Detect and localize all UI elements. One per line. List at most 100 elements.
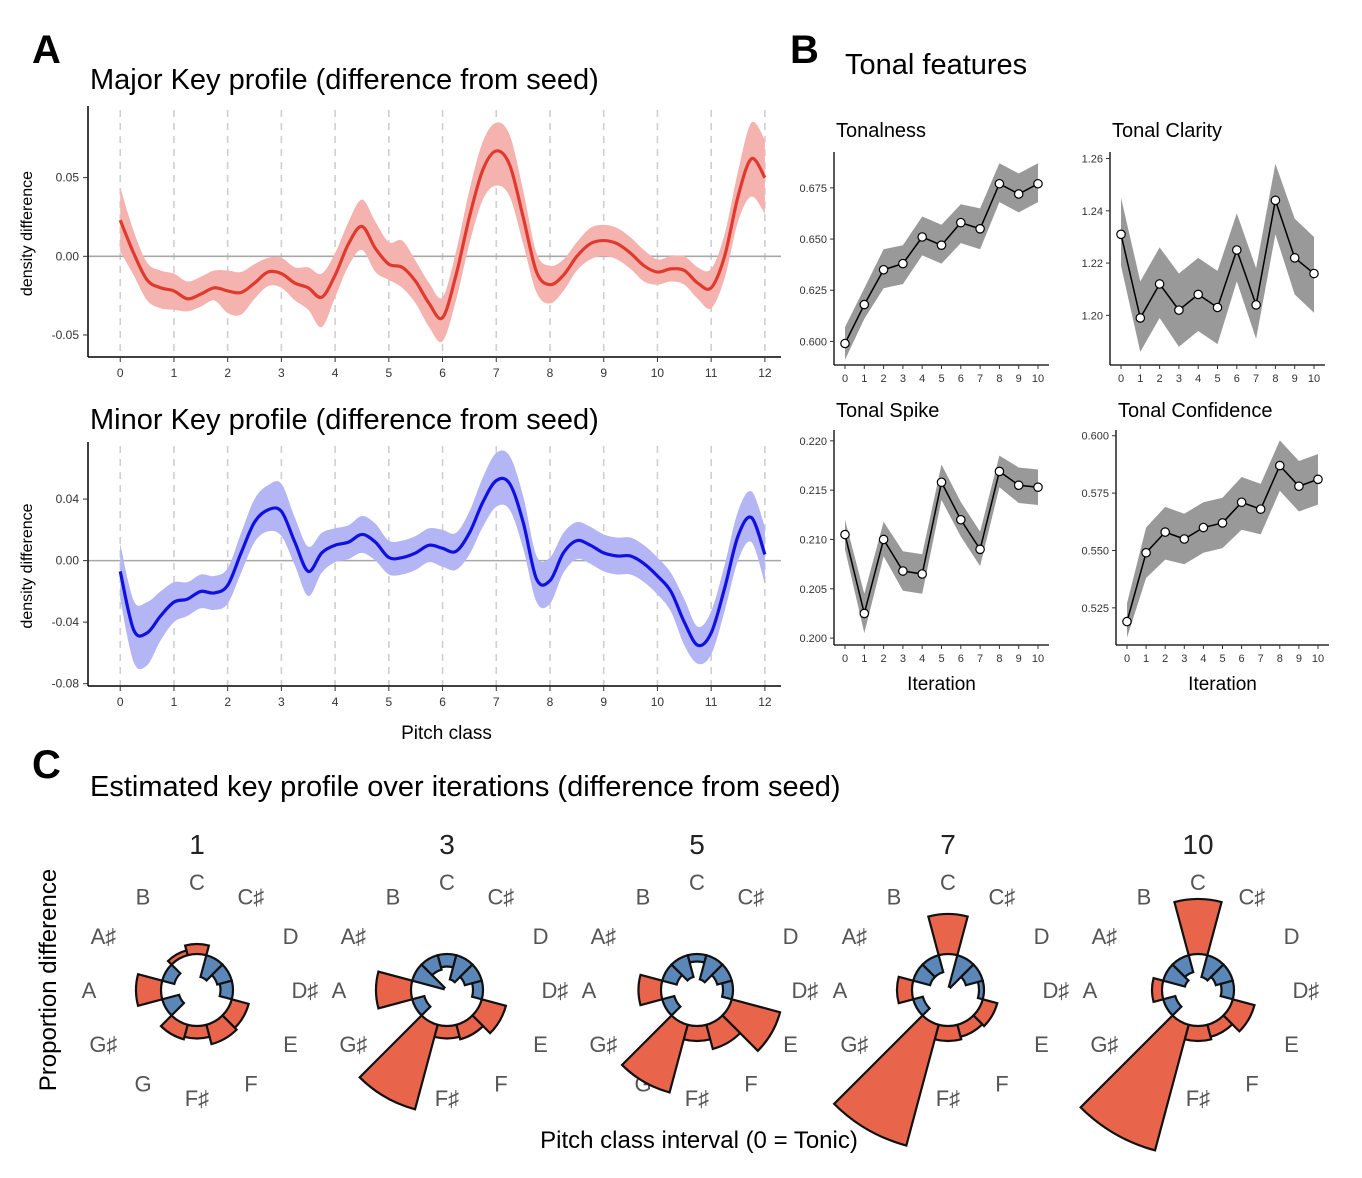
x-tick-label: 4 — [1195, 373, 1201, 385]
x-tick-label: 4 — [1200, 653, 1206, 665]
data-point — [1275, 460, 1285, 471]
category-label: F — [744, 1072, 757, 1097]
x-tick-label: 3 — [1181, 653, 1187, 665]
data-point — [1013, 189, 1024, 199]
baseline-circle — [160, 953, 234, 1027]
x-tick-label: 2 — [1162, 653, 1168, 665]
data-point — [1309, 268, 1319, 279]
data-point — [1033, 178, 1043, 189]
category-label: C♯ — [989, 884, 1016, 909]
category-label: F — [1245, 1072, 1258, 1097]
x-tick-label: 9 — [1292, 373, 1298, 385]
x-tick-label: 6 — [958, 653, 964, 665]
category-label: A — [1083, 978, 1098, 1003]
confidence-band — [120, 121, 765, 343]
x-tick-label: 6 — [439, 366, 446, 380]
facet-label: 7 — [940, 829, 956, 860]
x-tick-label: 3 — [900, 653, 906, 665]
y-axis-title: density difference — [19, 503, 36, 628]
x-tick-label: 1 — [1143, 653, 1149, 665]
confidence-band — [845, 163, 1038, 360]
wedge — [159, 1013, 190, 1041]
x-tick-label: 11 — [705, 366, 718, 380]
category-label: C♯ — [1239, 884, 1266, 909]
category-label: E — [533, 1032, 548, 1057]
data-point — [1141, 547, 1151, 558]
category-label: C — [189, 870, 205, 895]
category-label: A — [82, 978, 97, 1003]
category-label: A♯ — [91, 924, 117, 949]
x-tick-label: 7 — [493, 366, 500, 380]
x-tick-label: 5 — [385, 695, 392, 709]
category-label: F — [244, 1072, 257, 1097]
data-point — [1033, 482, 1043, 493]
x-tick-label: 2 — [224, 366, 231, 380]
wedge — [166, 949, 190, 967]
category-label: B — [1137, 884, 1152, 909]
category-label: F — [995, 1072, 1008, 1097]
category-label: G — [134, 1072, 151, 1097]
polar-key-profile-charts: Proportion difference Pitch class interva… — [35, 829, 1319, 1154]
x-tick-label: 3 — [278, 695, 285, 709]
y-tick-label: 0.575 — [1081, 488, 1109, 500]
x-tick-label: 9 — [1016, 373, 1022, 385]
data-point — [1122, 616, 1132, 627]
category-label: B — [136, 884, 151, 909]
x-tick-label: 3 — [278, 366, 285, 380]
data-point — [1212, 302, 1223, 313]
category-label: G♯ — [1090, 1032, 1118, 1057]
category-label: F♯ — [185, 1086, 209, 1111]
category-label: D — [533, 924, 549, 949]
category-label: C♯ — [488, 884, 515, 909]
data-point — [1289, 253, 1300, 263]
category-label: E — [783, 1032, 798, 1057]
baseline-circle — [410, 953, 484, 1027]
data-point — [1217, 518, 1228, 528]
y-tick-label: 0.210 — [799, 534, 827, 546]
data-point — [936, 477, 947, 488]
x-tick-label: 8 — [547, 695, 554, 709]
category-label: F♯ — [1186, 1086, 1210, 1111]
data-point — [1160, 527, 1170, 537]
y-tick-label: 0.05 — [56, 171, 80, 185]
panel-b-title: Tonal features — [845, 49, 1027, 81]
category-label: A♯ — [591, 924, 617, 949]
category-label: D♯ — [792, 978, 819, 1003]
wedge — [218, 979, 235, 1001]
x-tick-label: 0 — [842, 373, 848, 385]
minor-profile-chart: Minor Key profile (difference from seed)… — [19, 404, 781, 744]
baseline-circle — [911, 953, 985, 1027]
x-tick-label: 9 — [1296, 653, 1302, 665]
wedge — [926, 912, 970, 957]
category-label: A — [582, 978, 597, 1003]
x-tick-label: 8 — [1277, 653, 1283, 665]
category-label: F♯ — [936, 1086, 960, 1111]
tonal-confidence-chart: Tonal Confidence 0 1 2 3 4 5 6 7 8 9 10 0.525 0.550 0.… — [1081, 400, 1329, 695]
x-tick-label: 0 — [117, 366, 124, 380]
x-tick-label: 4 — [332, 695, 339, 709]
x-tick-label: 10 — [1032, 373, 1044, 385]
data-point — [1116, 229, 1126, 240]
x-tick-label: 8 — [547, 366, 554, 380]
panel-c-title: Estimated key profile over iterations (d… — [90, 771, 841, 803]
data-point — [936, 240, 947, 250]
x-tick-label: 3 — [900, 373, 906, 385]
category-label: A — [332, 978, 347, 1003]
category-label: E — [283, 1032, 298, 1057]
panel-letter-c: C — [32, 743, 61, 787]
x-tick-label: 10 — [1032, 653, 1044, 665]
x-axis-title: Iteration — [1188, 674, 1257, 695]
y-tick-label: 0.200 — [799, 633, 827, 645]
x-tick-label: 10 — [651, 695, 665, 709]
x-tick-label: 5 — [1219, 653, 1225, 665]
category-label: B — [887, 884, 902, 909]
data-point — [878, 534, 889, 545]
x-tick-label: 1 — [171, 695, 178, 709]
x-tick-label: 1 — [1137, 373, 1143, 385]
category-label: C — [689, 870, 705, 895]
wedge — [620, 1013, 690, 1094]
panel-letter-b: B — [790, 28, 819, 72]
series-line — [118, 476, 767, 648]
wedge — [160, 993, 186, 1018]
